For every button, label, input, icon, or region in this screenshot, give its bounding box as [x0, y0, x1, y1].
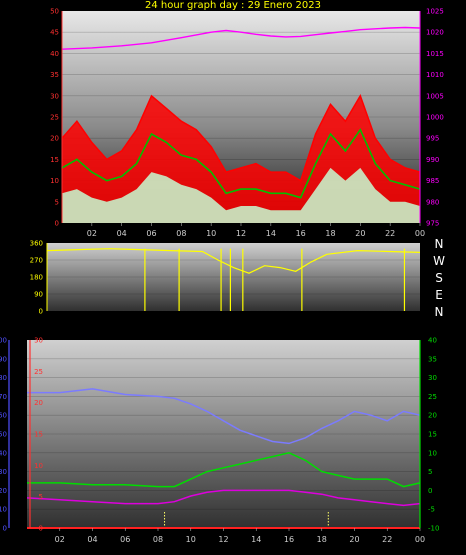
wind-speed-tick-label: 25	[50, 114, 59, 122]
pressure-tick-label: 1010	[426, 71, 444, 79]
pressure-tick-label: 975	[426, 220, 439, 228]
x-tick-label: 00	[415, 229, 425, 238]
pressure-tick-label: 1015	[426, 50, 444, 58]
x-tick-label: 08	[176, 229, 186, 238]
x-tick-label: 20	[349, 535, 359, 544]
temperature-tick-label: 40	[428, 337, 437, 345]
wind-speed-tick-label: 20	[50, 135, 59, 143]
direction-tick-label: 90	[34, 291, 43, 299]
x-tick-label: 14	[266, 229, 276, 238]
pressure-tick-label: 1025	[426, 8, 444, 16]
humidity-line	[27, 388, 421, 445]
x-tick-label: 04	[117, 229, 127, 238]
wind-direction-plot-area	[47, 243, 420, 311]
wind-direction-line	[46, 248, 421, 274]
x-tick-label: 14	[251, 535, 261, 544]
pressure-tick-label: 1005	[426, 92, 444, 100]
x-tick-label: 10	[206, 229, 216, 238]
compass-label: E	[435, 288, 443, 302]
page-title: 24 hour graph day : 29 Enero 2023	[145, 0, 321, 11]
temperature-tick-label: 10	[428, 449, 437, 457]
humidity-tick-label: 100	[0, 337, 7, 345]
wind-average-line	[61, 128, 421, 199]
rain-tick-label: 0	[39, 525, 43, 533]
direction-tick-label: 270	[30, 257, 43, 265]
rain-tick-label: 25	[34, 368, 43, 376]
x-tick-label: 06	[120, 535, 130, 544]
humidity-tick-label: 50	[0, 431, 7, 439]
x-tick-label: 12	[218, 535, 228, 544]
dewpoint-line	[26, 489, 421, 507]
humidity-tick-label: 30	[0, 468, 7, 476]
pressure-tick-label: 990	[426, 156, 439, 164]
temperature-line	[27, 452, 421, 488]
temperature-tick-label: 15	[428, 431, 437, 439]
x-tick-label: 00	[415, 535, 425, 544]
rain-tick-label: 15	[34, 431, 43, 439]
pressure-tick-label: 1020	[426, 29, 444, 37]
humidity-tick-label: 0	[3, 525, 7, 533]
pressure-line	[61, 26, 421, 50]
direction-tick-label: 360	[30, 240, 43, 248]
compass-label: S	[435, 271, 443, 285]
x-tick-label: 16	[284, 535, 294, 544]
x-tick-label: 06	[146, 229, 156, 238]
humidity-tick-label: 80	[0, 374, 7, 382]
x-tick-label: 18	[325, 229, 335, 238]
wind-speed-tick-label: 0	[55, 220, 59, 228]
temperature-tick-label: 25	[428, 393, 437, 401]
x-tick-label: 04	[87, 535, 97, 544]
compass-label: W	[433, 254, 445, 268]
x-tick-label: 08	[153, 535, 163, 544]
wind-min-area	[62, 167, 420, 223]
temperature-tick-label: 30	[428, 374, 437, 382]
rain-tick-label: 10	[34, 462, 43, 470]
temperature-tick-label: 20	[428, 412, 437, 420]
rain-tick-label: 5	[39, 493, 43, 501]
pressure-tick-label: 995	[426, 135, 439, 143]
rain-tick-label: 30	[34, 337, 43, 345]
humidity-tick-label: 90	[0, 355, 7, 363]
humidity-tick-label: 60	[0, 412, 7, 420]
temperature-tick-label: 5	[428, 468, 432, 476]
direction-tick-label: 180	[30, 274, 43, 282]
temperature-tick-label: -10	[428, 525, 439, 533]
compass-label: N	[435, 305, 444, 319]
humidity-tick-label: 70	[0, 393, 7, 401]
x-tick-label: 02	[55, 535, 65, 544]
x-tick-label: 22	[382, 535, 392, 544]
temperature-tick-label: 35	[428, 355, 437, 363]
temp-humidity-plot-area	[27, 340, 420, 528]
temperature-tick-label: 0	[428, 487, 432, 495]
wind-speed-tick-label: 50	[50, 8, 59, 16]
x-tick-label: 22	[385, 229, 395, 238]
x-tick-label: 16	[296, 229, 306, 238]
temperature-tick-label: -5	[428, 506, 435, 514]
x-tick-label: 20	[355, 229, 365, 238]
rain-tick-label: 20	[34, 399, 43, 407]
humidity-tick-label: 10	[0, 506, 7, 514]
compass-label: N	[435, 237, 444, 251]
pressure-tick-label: 1000	[426, 114, 444, 122]
pressure-tick-label: 980	[426, 198, 439, 206]
wind-speed-tick-label: 45	[50, 29, 59, 37]
pressure-tick-label: 985	[426, 177, 439, 185]
x-tick-label: 10	[186, 535, 196, 544]
wind-speed-tick-label: 35	[50, 71, 59, 79]
x-tick-label: 18	[317, 535, 327, 544]
direction-tick-label: 0	[39, 308, 43, 316]
x-tick-label: 12	[236, 229, 246, 238]
x-tick-label: 02	[87, 229, 97, 238]
humidity-tick-label: 20	[0, 487, 7, 495]
wind-gust-line	[61, 94, 421, 182]
wind-speed-tick-label: 15	[50, 156, 59, 164]
wind-speed-tick-label: 30	[50, 92, 59, 100]
wind-speed-tick-label: 40	[50, 50, 59, 58]
wind-speed-tick-label: 5	[55, 198, 59, 206]
humidity-tick-label: 40	[0, 449, 7, 457]
wind-speed-tick-label: 10	[50, 177, 59, 185]
